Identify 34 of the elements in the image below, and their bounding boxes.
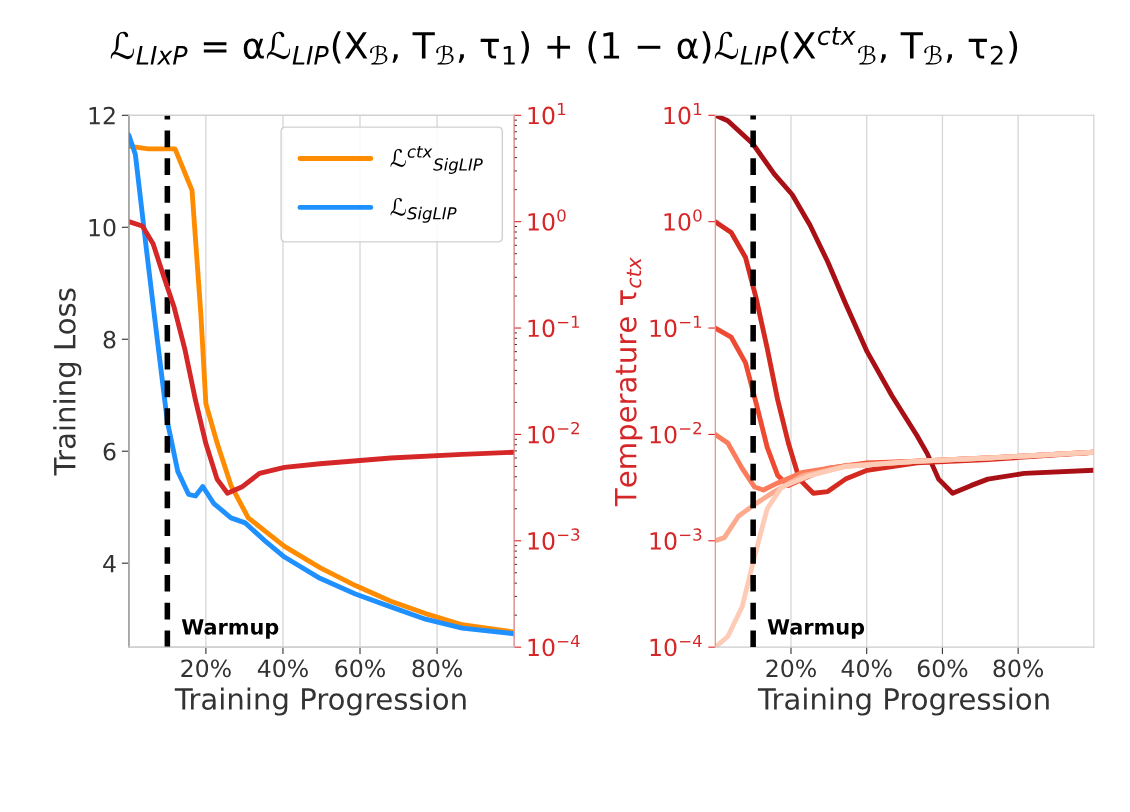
- legend-label: ℒ$_{SigLIP}$: [390, 197, 457, 223]
- x-tick-label: 60%: [335, 659, 385, 678]
- y-tick-label: 4: [103, 554, 116, 573]
- y-tick-label: 10$^{0}$: [664, 209, 702, 231]
- y-tick-label: 6: [103, 442, 116, 461]
- y2-tick-label: 10$^{1}$: [528, 103, 566, 125]
- x-axis-title: Training Progression: [757, 687, 1049, 716]
- x-axis-title: Training Progression: [174, 687, 466, 716]
- x-tick-label: 20%: [766, 659, 816, 678]
- y-tick-label: 10$^{−2}$: [650, 421, 701, 444]
- y-tick-label: 12: [89, 106, 115, 125]
- chart-title: ℒ$_{LIxP}$ = αℒ$_{LIP}$(X$_{ℬ}$, T$_{ℬ}$, τ$_{1}$) + (1 − α)ℒ$_{LIP}$(X$^{ctx}$$_{ℬ}$, T$_{ℬ}$, τ$_{2}$): [110, 27, 1018, 65]
- y-tick-label: 10$^{−4}$: [650, 634, 702, 657]
- x-tick-label: 20%: [181, 659, 231, 678]
- x-tick-label: 40%: [257, 659, 308, 678]
- y2-tick-label: 10$^{−3}$: [528, 528, 580, 550]
- legend-label: ℒ$^{ctx}$$_{SigLIP}$: [390, 146, 483, 174]
- x-tick-label: 80%: [412, 659, 463, 678]
- x-tick-label: 60%: [917, 659, 968, 678]
- y-axis-title: Temperature τ$_{ctx}$: [615, 257, 643, 507]
- ref-line-label: Warmup: [181, 619, 279, 639]
- y2-tick-label: 10$^{−1}$: [528, 315, 580, 338]
- ref-line-label: Warmup: [767, 619, 865, 639]
- y2-tick-label: 10$^{0}$: [528, 209, 566, 231]
- y-tick-label: 10$^{1}$: [664, 103, 702, 125]
- x-tick-label: 40%: [841, 659, 892, 678]
- y-tick-label: 8: [103, 330, 116, 349]
- y-tick-label: 10: [89, 218, 116, 237]
- x-tick-label: 80%: [993, 659, 1044, 678]
- y2-tick-label: 10$^{−2}$: [528, 421, 579, 444]
- y2-tick-label: 10$^{−4}$: [528, 634, 580, 657]
- y-tick-label: 10$^{−3}$: [650, 528, 702, 550]
- y-axis-title: Training Loss: [53, 288, 82, 476]
- y-tick-label: 10$^{−1}$: [650, 315, 702, 338]
